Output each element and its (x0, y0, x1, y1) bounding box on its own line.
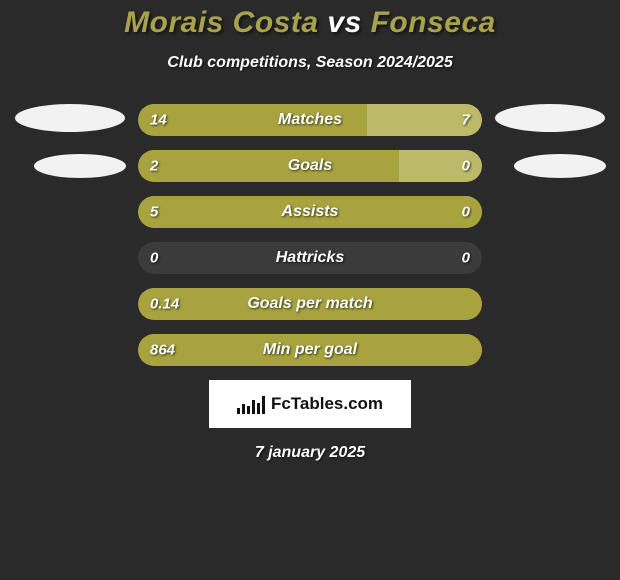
bar-right (367, 104, 482, 136)
title-player2: Fonseca (371, 6, 496, 39)
bar-left (138, 104, 367, 136)
stat-row: Goals20 (138, 150, 482, 182)
logo-bar (252, 400, 255, 414)
stat-row: Hattricks00 (138, 242, 482, 274)
content-wrapper: Morais Costa vs Fonseca Club competition… (0, 0, 620, 580)
stat-row: Min per goal864 (138, 334, 482, 366)
bar-left (138, 334, 482, 366)
stat-row: Goals per match0.14 (138, 288, 482, 320)
decor-ellipse (15, 104, 125, 132)
bar-left (138, 288, 482, 320)
subtitle: Club competitions, Season 2024/2025 (0, 54, 620, 72)
logo-bar (237, 408, 240, 414)
logo-bar (257, 403, 260, 414)
logo-bar (262, 396, 265, 414)
brand-logo-icon (237, 394, 265, 414)
logo-bar (242, 404, 245, 414)
page-title: Morais Costa vs Fonseca (0, 6, 620, 40)
bar-left (138, 150, 399, 182)
rows-container: Matches147 Goals20 Assists50 Hattricks00 Goa… (10, 104, 610, 366)
decor-ellipse (34, 154, 126, 178)
brand-text: FcTables.com (271, 394, 383, 414)
title-player1: Morais Costa (124, 6, 318, 39)
bar-right (399, 150, 482, 182)
comparison-chart: Matches147 Goals20 Assists50 Hattricks00 Goa… (10, 104, 610, 366)
title-vs: vs (327, 6, 361, 39)
stat-row: Matches147 (138, 104, 482, 136)
decor-ellipse (495, 104, 605, 132)
stat-row: Assists50 (138, 196, 482, 228)
bar-left (138, 196, 482, 228)
row-track (138, 242, 482, 274)
decor-ellipse (514, 154, 606, 178)
date-label: 7 january 2025 (0, 444, 620, 462)
logo-bar (247, 406, 250, 414)
brand-badge: FcTables.com (209, 380, 411, 428)
